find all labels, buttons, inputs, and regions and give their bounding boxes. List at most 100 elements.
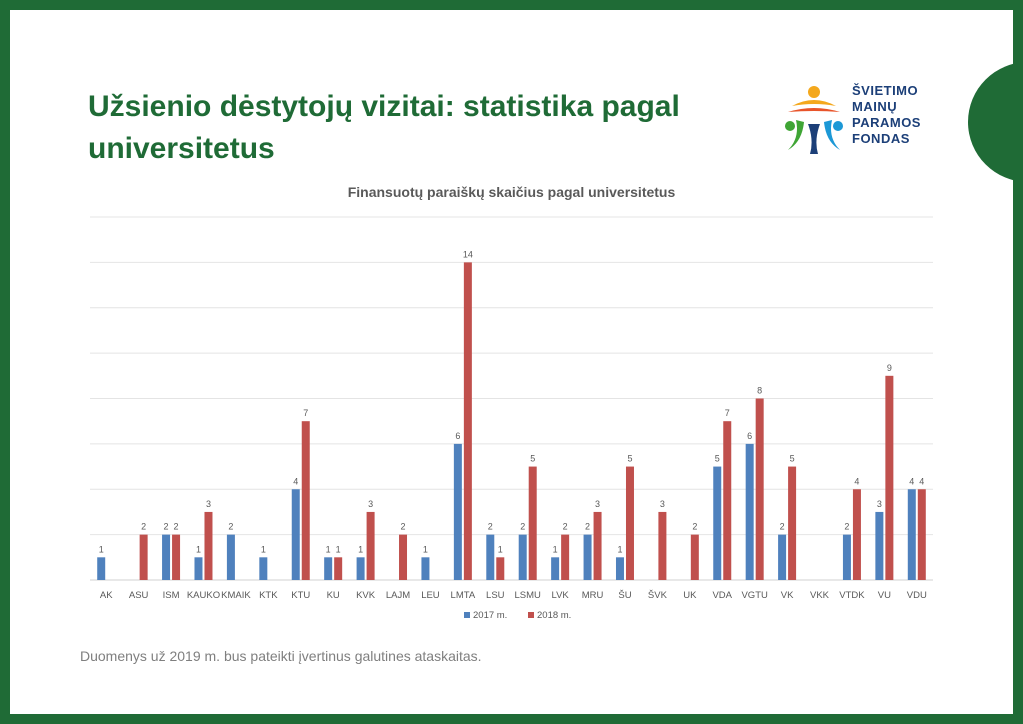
logo-text: ŠVIETIMO MAINŲ PARAMOS FONDAS bbox=[852, 83, 921, 147]
category-label: LMTA bbox=[451, 590, 476, 601]
category-label: UK bbox=[683, 590, 697, 601]
category-label: KTK bbox=[259, 590, 278, 601]
bar bbox=[496, 557, 505, 580]
footnote: Duomenys už 2019 m. bus pateikti įvertin… bbox=[80, 648, 482, 664]
data-label: 2 bbox=[844, 522, 849, 532]
data-label: 1 bbox=[553, 544, 558, 554]
data-label: 9 bbox=[887, 363, 892, 373]
data-label: 3 bbox=[368, 499, 373, 509]
data-label: 2 bbox=[585, 522, 590, 532]
bar bbox=[291, 489, 300, 580]
bar bbox=[713, 466, 722, 580]
chart-legend: 2017 m. 2018 m. bbox=[464, 610, 571, 621]
category-label: VK bbox=[781, 590, 794, 601]
data-label: 4 bbox=[919, 476, 924, 486]
data-label: 8 bbox=[757, 386, 762, 396]
legend-swatch bbox=[528, 612, 534, 618]
data-label: 2 bbox=[520, 522, 525, 532]
data-label: 2 bbox=[563, 522, 568, 532]
data-label: 5 bbox=[790, 454, 795, 464]
category-label: KU bbox=[327, 590, 340, 601]
bar bbox=[226, 534, 235, 580]
legend-label: 2017 m. bbox=[473, 610, 507, 621]
bar bbox=[172, 534, 181, 580]
category-label: ISM bbox=[163, 590, 180, 601]
bar bbox=[301, 421, 310, 580]
bar bbox=[551, 557, 560, 580]
bar bbox=[194, 557, 203, 580]
bar bbox=[842, 534, 851, 580]
logo-figures-icon bbox=[785, 86, 843, 154]
category-label: KAUKO bbox=[187, 590, 220, 601]
bar bbox=[204, 511, 213, 580]
category-label: LEU bbox=[421, 590, 440, 601]
data-label: 6 bbox=[747, 431, 752, 441]
category-label: LVK bbox=[552, 590, 570, 601]
data-label: 1 bbox=[326, 544, 331, 554]
bar bbox=[745, 443, 754, 580]
data-label: 3 bbox=[595, 499, 600, 509]
data-label: 2 bbox=[228, 522, 233, 532]
data-label: 3 bbox=[206, 499, 211, 509]
bar bbox=[907, 489, 916, 580]
chart-title: Finansuotų paraiškų skaičius pagal unive… bbox=[347, 184, 676, 200]
data-label: 1 bbox=[617, 544, 622, 554]
bar bbox=[463, 262, 472, 580]
data-label: 6 bbox=[455, 431, 460, 441]
data-label: 14 bbox=[463, 249, 473, 259]
category-label: VTDK bbox=[839, 590, 865, 601]
bar bbox=[528, 466, 537, 580]
data-label: 5 bbox=[627, 454, 632, 464]
category-label: KVK bbox=[356, 590, 376, 601]
category-label: VKK bbox=[810, 590, 830, 601]
data-label: 2 bbox=[141, 522, 146, 532]
legend-swatch bbox=[464, 612, 470, 618]
bar bbox=[778, 534, 787, 580]
category-label: KMAIK bbox=[221, 590, 251, 601]
data-label: 1 bbox=[196, 544, 201, 554]
bar bbox=[97, 557, 106, 580]
data-label: 2 bbox=[401, 522, 406, 532]
data-label: 3 bbox=[660, 499, 665, 509]
bar bbox=[593, 511, 602, 580]
bar bbox=[561, 534, 570, 580]
chart-gridlines bbox=[90, 216, 933, 581]
data-label: 1 bbox=[498, 544, 503, 554]
bar bbox=[658, 511, 667, 580]
category-label: VDU bbox=[907, 590, 927, 601]
bar bbox=[788, 466, 797, 580]
bar bbox=[723, 421, 732, 580]
data-label: 1 bbox=[99, 544, 104, 554]
bar bbox=[162, 534, 171, 580]
category-label: VDA bbox=[712, 590, 732, 601]
bar bbox=[139, 534, 148, 580]
bar bbox=[518, 534, 527, 580]
bar bbox=[356, 557, 365, 580]
bar bbox=[259, 557, 268, 580]
category-label: AK bbox=[100, 590, 113, 601]
data-label: 7 bbox=[725, 408, 730, 418]
bar bbox=[486, 534, 495, 580]
slide-title: Užsienio dėstytojų vizitai: statistika p… bbox=[88, 90, 680, 165]
bar bbox=[399, 534, 408, 580]
bar bbox=[421, 557, 430, 580]
bar bbox=[366, 511, 375, 580]
bar bbox=[583, 534, 592, 580]
category-label: LSU bbox=[486, 590, 505, 601]
bar bbox=[885, 375, 894, 580]
data-label: 2 bbox=[488, 522, 493, 532]
category-label: ASU bbox=[129, 590, 149, 601]
slide: Užsienio dėstytojų vizitai: statistika p… bbox=[10, 10, 1013, 714]
logo-line: FONDAS bbox=[852, 131, 910, 146]
data-label: 2 bbox=[780, 522, 785, 532]
bar bbox=[755, 398, 764, 580]
data-label: 4 bbox=[293, 476, 298, 486]
logo-line: MAINŲ bbox=[852, 99, 898, 114]
logo: ŠVIETIMO MAINŲ PARAMOS FONDAS bbox=[782, 80, 942, 160]
category-label: LAJM bbox=[386, 590, 410, 601]
category-label: VU bbox=[878, 590, 891, 601]
category-label: KTU bbox=[291, 590, 310, 601]
bar bbox=[334, 557, 343, 580]
